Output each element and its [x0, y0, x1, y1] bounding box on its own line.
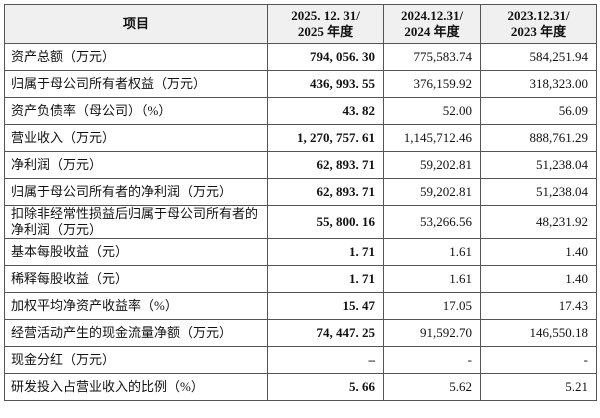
- table-row: 稀释每股收益（元） 1. 71 1.61 1.40: [4, 265, 597, 293]
- value-cell: 74, 447. 25: [267, 319, 384, 347]
- value-cell: 1. 71: [267, 265, 384, 293]
- value-cell: 376,159.92: [383, 70, 481, 98]
- value-cell: -: [480, 346, 597, 374]
- value-cell: 56.09: [480, 97, 597, 125]
- value-cell: 52.00: [383, 97, 481, 125]
- value-cell: 62, 893. 71: [267, 178, 384, 206]
- label-cell: 营业收入（万元）: [4, 124, 268, 152]
- value-cell: 775,583.74: [383, 43, 481, 71]
- value-cell: 436, 993. 55: [267, 70, 384, 98]
- label-cell: 现金分红（万元）: [4, 346, 268, 374]
- header-text: 项目: [122, 16, 149, 31]
- value-cell: 55, 800. 16: [267, 205, 384, 239]
- table-row: 加权平均净资产收益率（%） 15. 47 17.05 17.43: [4, 292, 597, 320]
- label-cell: 归属于母公司所有者权益（万元）: [4, 70, 268, 98]
- value-cell: 17.43: [480, 292, 597, 320]
- value-cell: 51,238.04: [480, 178, 597, 206]
- value-cell: 5. 66: [267, 373, 384, 401]
- value-cell: 5.62: [383, 373, 481, 401]
- header-text: 2024.12.31/: [400, 8, 464, 23]
- table-row: 基本每股收益（元） 1. 71 1.61 1.40: [4, 238, 597, 266]
- table-row: 资产总额（万元） 794, 056. 30 775,583.74 584,251.94: [4, 43, 597, 71]
- value-cell: 51,238.04: [480, 151, 597, 179]
- value-cell: 1.40: [480, 265, 597, 293]
- value-cell: -: [383, 346, 481, 374]
- table-row: 现金分红（万元） – - -: [4, 346, 597, 374]
- value-cell: 59,202.81: [383, 151, 481, 179]
- financial-table: 项目 2025. 12. 31/2025 年度 2024.12.31/2024 年度…: [4, 4, 597, 401]
- label-cell: 扣除非经常性损益后归属于母公司所有者的净利润（万元）: [4, 205, 268, 239]
- table-row: 研发投入占营业收入的比例（%） 5. 66 5.62 5.21: [4, 373, 597, 401]
- value-cell: –: [267, 346, 384, 374]
- value-cell: 1,145,712.46: [383, 124, 481, 152]
- value-cell: 1, 270, 757. 61: [267, 124, 384, 152]
- header-text: 2025. 12. 31/: [291, 8, 360, 23]
- header-text: 2023 年度: [510, 24, 567, 39]
- table-row: 经营活动产生的现金流量净额（万元） 74, 447. 25 91,592.70 146…: [4, 319, 597, 347]
- label-cell: 研发投入占营业收入的比例（%）: [4, 373, 268, 401]
- label-cell: 稀释每股收益（元）: [4, 265, 268, 293]
- table-row: 净利润（万元） 62, 893. 71 59,202.81 51,238.04: [4, 151, 597, 179]
- value-cell: 1.40: [480, 238, 597, 266]
- header-cell: 2025. 12. 31/2025 年度: [267, 4, 384, 44]
- label-cell: 资产负债率（母公司）（%）: [4, 97, 268, 125]
- label-cell: 资产总额（万元）: [4, 43, 268, 71]
- value-cell: 888,761.29: [480, 124, 597, 152]
- value-cell: 1.61: [383, 265, 481, 293]
- header-text: 2023.12.31/: [507, 8, 570, 23]
- table-row: 营业收入（万元） 1, 270, 757. 61 1,145,712.46 888,7…: [4, 124, 597, 152]
- table-row: 归属于母公司所有者的净利润（万元） 62, 893. 71 59,202.81 51,…: [4, 178, 597, 206]
- value-cell: 794, 056. 30: [267, 43, 384, 71]
- label-cell: 加权平均净资产收益率（%）: [4, 292, 268, 320]
- value-cell: 62, 893. 71: [267, 151, 384, 179]
- table-row: 扣除非经常性损益后归属于母公司所有者的净利润（万元） 55, 800. 16 53,…: [4, 205, 597, 239]
- label-cell: 基本每股收益（元）: [4, 238, 268, 266]
- header-cell: 2023.12.31/2023 年度: [480, 4, 597, 44]
- header-cell: 2024.12.31/2024 年度: [383, 4, 481, 44]
- value-cell: 48,231.92: [480, 205, 597, 239]
- header-text: 2024 年度: [404, 24, 460, 39]
- value-cell: 1.61: [383, 238, 481, 266]
- value-cell: 146,550.18: [480, 319, 597, 347]
- value-cell: 91,592.70: [383, 319, 481, 347]
- table-body: 资产总额（万元） 794, 056. 30 775,583.74 584,251.94…: [4, 43, 597, 401]
- value-cell: 59,202.81: [383, 178, 481, 206]
- value-cell: 43. 82: [267, 97, 384, 125]
- value-cell: 5.21: [480, 373, 597, 401]
- label-cell: 净利润（万元）: [4, 151, 268, 179]
- value-cell: 15. 47: [267, 292, 384, 320]
- table-row: 归属于母公司所有者权益（万元） 436, 993. 55 376,159.92 318…: [4, 70, 597, 98]
- value-cell: 17.05: [383, 292, 481, 320]
- value-cell: 318,323.00: [480, 70, 597, 98]
- header-row: 项目 2025. 12. 31/2025 年度 2024.12.31/2024 年度…: [4, 4, 597, 44]
- label-cell: 经营活动产生的现金流量净额（万元）: [4, 319, 268, 347]
- label-cell: 归属于母公司所有者的净利润（万元）: [4, 178, 268, 206]
- value-cell: 584,251.94: [480, 43, 597, 71]
- value-cell: 1. 71: [267, 238, 384, 266]
- header-text: 2025 年度: [297, 24, 354, 39]
- header-cell: 项目: [4, 4, 268, 44]
- value-cell: 53,266.56: [383, 205, 481, 239]
- table-row: 资产负债率（母公司）（%） 43. 82 52.00 56.09: [4, 97, 597, 125]
